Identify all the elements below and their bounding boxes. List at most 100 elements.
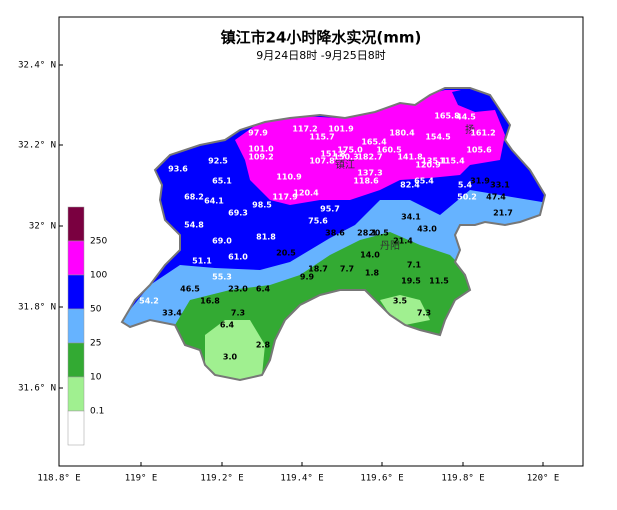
station-value: 98.5 [252, 201, 272, 210]
x-tick-label: 119.6° E [360, 474, 403, 484]
station-value: 7.7 [340, 265, 354, 274]
station-value: 2.8 [256, 341, 271, 350]
station-value: 33.1 [490, 181, 510, 190]
rain-region [452, 88, 495, 112]
station-value: 109.2 [248, 153, 273, 162]
station-value: 16.8 [200, 297, 220, 306]
station-value: 137.3 [357, 169, 382, 178]
station-value: 120.4 [293, 189, 319, 198]
y-tick-label: 32° N [29, 222, 56, 232]
station-value: 180.4 [389, 129, 415, 138]
title: 镇江市24小时降水实况(mm) [221, 29, 422, 47]
station-value: 55.3 [212, 273, 232, 282]
station-value: 28.1 [357, 229, 377, 238]
station-value: 5.4 [458, 181, 473, 190]
station-value: 95.7 [320, 205, 340, 214]
legend-swatch [67, 308, 85, 344]
rain-region [235, 90, 505, 205]
station-value: 75.6 [308, 217, 328, 226]
station-value: 101.9 [328, 125, 354, 134]
legend-swatch [67, 376, 85, 412]
place-label: 扬 [465, 123, 475, 136]
place-label: 镇江 [335, 158, 355, 171]
legend-swatch [67, 240, 85, 276]
station-value: 82.4 [400, 181, 420, 190]
station-value: 115.4 [439, 157, 465, 166]
legend-label: 50 [90, 305, 102, 315]
station-value: 81.8 [256, 233, 276, 242]
rain-region [380, 295, 430, 325]
place-label: 丹阳 [380, 240, 400, 252]
station-value: 65.4 [414, 177, 434, 186]
station-value: 154.5 [425, 133, 451, 142]
station-value: 38.6 [325, 229, 345, 238]
station-value: 51.1 [192, 257, 212, 266]
legend-label: 250 [90, 237, 107, 247]
station-value: 115.7 [309, 133, 334, 142]
station-value: 21.4 [393, 237, 413, 246]
legend-swatch [67, 410, 85, 446]
station-value: 160.5 [376, 146, 402, 155]
station-value: 93.6 [168, 165, 188, 174]
station-value: 6.4 [220, 321, 235, 330]
station-value: 117.2 [292, 125, 317, 134]
station-value: 11.5 [429, 277, 449, 286]
station-value: 3.5 [393, 297, 408, 306]
station-value: 101.0 [248, 145, 274, 154]
y-tick-label: 31.8° N [18, 303, 56, 313]
station-value: 141.8 [397, 153, 423, 162]
station-value: 14.0 [360, 251, 380, 260]
station-value: 7.3 [231, 309, 245, 318]
station-value: 165.8 [434, 112, 460, 121]
rain-regions [122, 88, 545, 380]
station-value: 6.4 [256, 285, 271, 294]
x-tick-label: 119.8° E [441, 474, 484, 484]
station-value: 7.1 [407, 261, 422, 270]
x-tick-label: 119.4° E [280, 474, 323, 484]
legend-label: 0.1 [90, 407, 104, 417]
station-value: 9.9 [300, 273, 315, 282]
station-value: 44.5 [456, 113, 476, 122]
station-value: 161.2 [470, 129, 495, 138]
station-value: 50.2 [457, 193, 477, 202]
station-value: 46.5 [180, 285, 200, 294]
station-value: 54.8 [184, 221, 204, 230]
x-tick-label: 119.2° E [200, 474, 243, 484]
x-tick-label: 119° E [125, 474, 158, 484]
station-value: 47.4 [486, 193, 506, 202]
station-value: 43.0 [417, 225, 437, 234]
station-value: 92.5 [208, 157, 228, 166]
station-value: 20.5 [276, 249, 296, 258]
station-value: 68.2 [184, 193, 204, 202]
x-tick-label: 120° E [527, 474, 560, 484]
x-tick-label: 118.8° E [37, 474, 80, 484]
station-value: 54.2 [139, 297, 159, 306]
station-value: 18.7 [308, 265, 328, 274]
y-tick-label: 32.4° N [18, 61, 56, 71]
station-value: 165.4 [361, 138, 387, 147]
legend-swatch [67, 342, 85, 378]
legend-swatch [67, 206, 85, 242]
station-value: 21.7 [493, 209, 513, 218]
station-value: 31.9 [470, 177, 490, 186]
station-value: 23.0 [228, 285, 248, 294]
station-value: 34.1 [401, 213, 421, 222]
station-value: 3.0 [223, 353, 238, 362]
station-value: 1.8 [365, 269, 380, 278]
station-value: 69.3 [228, 209, 248, 218]
station-value: 61.0 [228, 253, 248, 262]
station-value: 19.5 [401, 277, 421, 286]
station-value: 117.9 [272, 193, 298, 202]
station-value: 64.1 [204, 197, 224, 206]
city-outline [120, 87, 547, 382]
station-value: 151.8 [320, 150, 346, 159]
y-tick-label: 32.2° N [18, 141, 56, 151]
station-value: 135.1 [421, 157, 447, 166]
station-value: 182.7 [357, 153, 382, 162]
station-value: 97.9 [248, 129, 268, 138]
station-value: 69.0 [212, 237, 232, 246]
legend-label: 100 [90, 271, 107, 281]
station-value: 120.9 [415, 161, 441, 170]
y-tick-label: 31.6° N [18, 384, 56, 394]
